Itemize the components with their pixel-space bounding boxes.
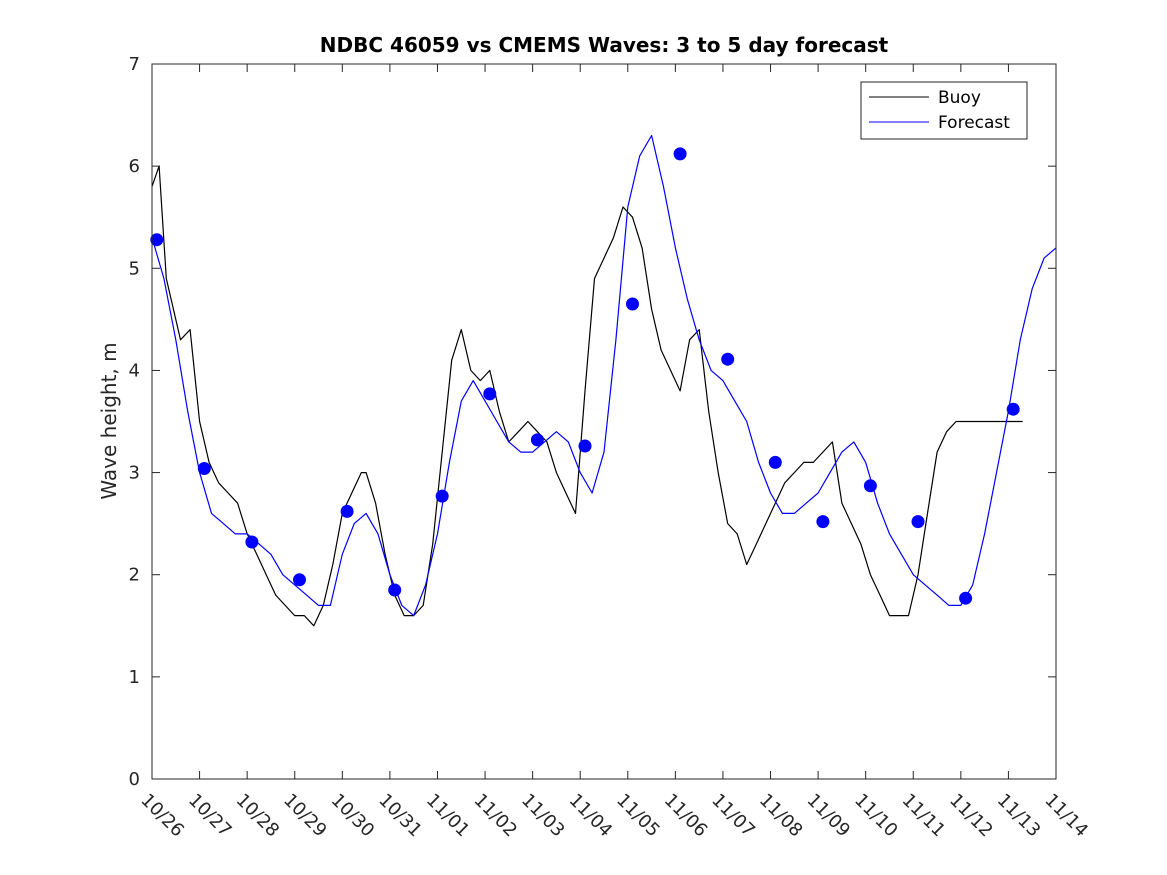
x-tick-label: 11/11 (898, 790, 950, 842)
x-tick-label: 11/10 (850, 790, 902, 842)
forecast-marker (768, 455, 782, 469)
x-tick-label: 11/12 (945, 790, 997, 842)
forecast-marker (626, 297, 639, 311)
y-tick-label: 6 (129, 156, 140, 177)
x-tick-label: 10/26 (136, 790, 188, 842)
forecast-marker (245, 535, 259, 549)
y-tick-label: 1 (129, 667, 140, 688)
x-tick-label: 10/31 (374, 790, 426, 842)
series-layer (150, 134, 1057, 627)
x-tick-label: 11/04 (565, 790, 617, 842)
forecast-marker (150, 233, 164, 247)
forecast-marker (293, 573, 306, 587)
y-tick-label: 4 (129, 360, 140, 381)
axes-box (151, 63, 1057, 780)
x-tick-label: 11/05 (612, 790, 664, 842)
forecast-marker (388, 583, 402, 597)
x-tick-label: 11/08 (755, 790, 807, 842)
y-tick-label: 3 (129, 463, 140, 484)
x-tick-label: 11/02 (470, 790, 522, 842)
legend-buoy-label: Buoy (938, 88, 981, 108)
forecast-marker (197, 462, 211, 475)
x-tick-label: 11/13 (993, 790, 1045, 842)
forecast-marker (1006, 402, 1020, 416)
x-tick-label: 10/30 (327, 790, 379, 842)
forecast-marker (816, 515, 830, 529)
chart-title: NDBC 46059 vs CMEMS Waves: 3 to 5 day fo… (320, 33, 889, 57)
legend-box (860, 81, 1028, 140)
x-tick-label: 11/09 (803, 790, 855, 842)
forecast-marker (578, 439, 592, 453)
y-tick-label: 2 (129, 565, 140, 586)
forecast-marker (435, 489, 449, 503)
x-tick-label: 11/06 (660, 790, 712, 842)
legend-forecast-label: Forecast (938, 113, 1010, 133)
forecast-marker (721, 352, 735, 366)
y-axis-label: Wave height, m (97, 342, 121, 499)
forecast-marker (530, 433, 544, 447)
x-tick-label: 10/27 (184, 790, 236, 842)
x-tick-label: 10/28 (232, 790, 284, 842)
plot-area (152, 64, 1056, 779)
forecast-marker (673, 147, 687, 161)
forecast-marker (340, 504, 354, 518)
x-tick-label: 11/01 (422, 790, 474, 842)
y-tick-label: 0 (129, 769, 140, 790)
forecast-marker (911, 515, 925, 529)
forecast-marker (959, 591, 973, 605)
x-tick-label: 11/03 (517, 790, 569, 842)
legend: Buoy Forecast (860, 81, 1028, 140)
forecast-marker (483, 387, 497, 401)
y-tick-label: 7 (129, 54, 140, 75)
x-tick-label: 10/29 (279, 790, 331, 842)
buoy-series-line (151, 165, 1023, 627)
x-tick-label: 11/07 (707, 790, 759, 842)
y-tick-label: 5 (129, 258, 140, 279)
forecast-series-line (151, 134, 1057, 617)
forecast-marker (863, 479, 877, 493)
x-tick-label: 11/14 (1040, 790, 1092, 842)
